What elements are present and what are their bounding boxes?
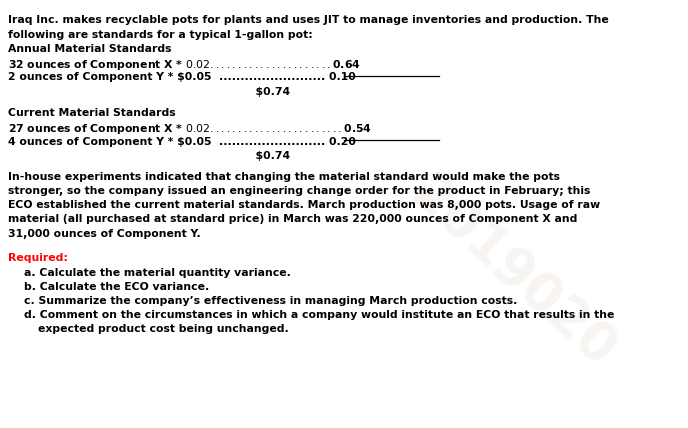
Text: Iraq Inc. makes recyclable pots for plants and uses JIT to manage inventories an: Iraq Inc. makes recyclable pots for plan… [8,15,609,25]
Text: expected product cost being unchanged.: expected product cost being unchanged. [38,324,288,334]
Text: Annual Material Standards: Annual Material Standards [8,44,172,54]
Text: d. Comment on the circumstances in which a company would institute an ECO that r: d. Comment on the circumstances in which… [24,310,614,320]
Text: a. Calculate the material quantity variance.: a. Calculate the material quantity varia… [24,268,291,277]
Text: $0.74: $0.74 [8,151,290,161]
Text: Current Material Standards: Current Material Standards [8,108,176,118]
Text: b. Calculate the ECO variance.: b. Calculate the ECO variance. [24,282,209,291]
Text: In-house experiments indicated that changing the material standard would make th: In-house experiments indicated that chan… [8,172,560,182]
Text: stronger, so the company issued an engineering change order for the product in F: stronger, so the company issued an engin… [8,186,590,196]
Text: $0.74: $0.74 [8,87,290,97]
Text: 31,000 ounces of Component Y.: 31,000 ounces of Component Y. [8,229,201,238]
Text: Required:: Required: [8,253,68,262]
Text: 4 ounces of Component Y * $0.05  ......................... 0.20: 4 ounces of Component Y * $0.05 ........… [8,137,356,146]
Text: 32 ounces of Component X * $0.02  ...................... $0.64: 32 ounces of Component X * $0.02 .......… [8,58,361,72]
Text: 2019020: 2019020 [400,169,625,379]
Text: following are standards for a typical 1-gallon pot:: following are standards for a typical 1-… [8,30,313,40]
Text: c. Summarize the company’s effectiveness in managing March production costs.: c. Summarize the company’s effectiveness… [24,296,517,306]
Text: 2 ounces of Component Y * $0.05  ......................... 0.10: 2 ounces of Component Y * $0.05 ........… [8,72,356,82]
Text: ECO established the current material standards. March production was 8,000 pots.: ECO established the current material sta… [8,200,601,210]
Text: material (all purchased at standard price) in March was 220,000 ounces of Compon: material (all purchased at standard pric… [8,214,578,224]
Text: 27 ounces of Component X * $0.02 ........................ $0.54: 27 ounces of Component X * $0.02 .......… [8,122,372,137]
